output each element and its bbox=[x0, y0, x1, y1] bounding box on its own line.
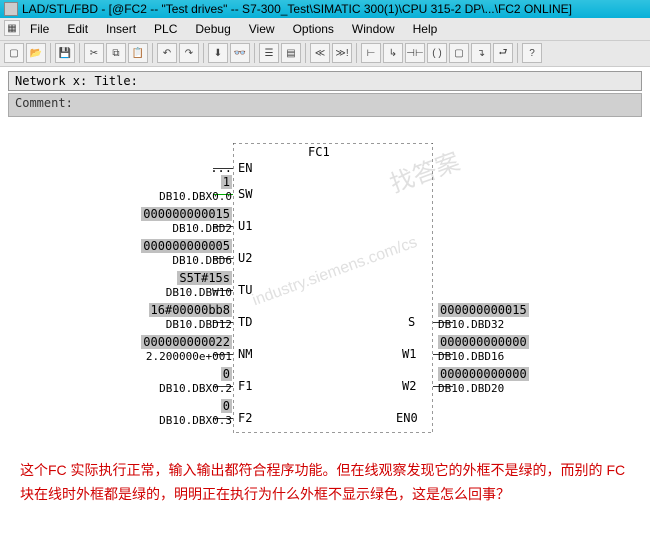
port-f2: F2 bbox=[238, 411, 252, 425]
port-td: TD bbox=[238, 315, 252, 329]
separator bbox=[50, 43, 51, 63]
separator bbox=[203, 43, 204, 63]
open-icon[interactable]: 📂 bbox=[26, 43, 46, 63]
rung2-icon[interactable]: ↳ bbox=[383, 43, 403, 63]
menu-edit[interactable]: Edit bbox=[59, 20, 96, 38]
goto2-icon[interactable]: ≫! bbox=[332, 43, 352, 63]
toolbar: ▢ 📂 💾 ✂ ⧉ 📋 ↶ ↷ ⬇ 👓 ☰ ▤ ≪ ≫! ⊢ ↳ ⊣⊢ ( ) … bbox=[0, 41, 650, 67]
port-u2: U2 bbox=[238, 251, 252, 265]
rung1-icon[interactable]: ⊢ bbox=[361, 43, 381, 63]
menu-plc[interactable]: PLC bbox=[146, 20, 185, 38]
menu-insert[interactable]: Insert bbox=[98, 20, 144, 38]
app-icon bbox=[4, 2, 18, 16]
operand-nm: 0000000000222.200000e+001 bbox=[32, 335, 232, 363]
redo-icon[interactable]: ↷ bbox=[179, 43, 199, 63]
port-nm: NM bbox=[238, 347, 252, 361]
operand-u2: 000000000005DB10.DBD6 bbox=[32, 239, 232, 267]
goto-icon[interactable]: ≪ bbox=[310, 43, 330, 63]
operand-w2: 000000000000DB10.DBD20 bbox=[438, 367, 638, 395]
port-s: S bbox=[408, 315, 415, 329]
contact-icon[interactable]: ⊣⊢ bbox=[405, 43, 425, 63]
save-icon[interactable]: 💾 bbox=[55, 43, 75, 63]
coil-icon[interactable]: ( ) bbox=[427, 43, 447, 63]
branch-icon[interactable]: ↴ bbox=[471, 43, 491, 63]
port-f1: F1 bbox=[238, 379, 252, 393]
port-w1: W1 bbox=[402, 347, 416, 361]
menu-debug[interactable]: Debug bbox=[187, 20, 238, 38]
catalog-icon[interactable]: ☰ bbox=[259, 43, 279, 63]
connect-icon[interactable]: ⮐ bbox=[493, 43, 513, 63]
operand-w1: 000000000000DB10.DBD16 bbox=[438, 335, 638, 363]
menu-help[interactable]: Help bbox=[405, 20, 446, 38]
detail-icon[interactable]: ▤ bbox=[281, 43, 301, 63]
copy-icon[interactable]: ⧉ bbox=[106, 43, 126, 63]
separator bbox=[79, 43, 80, 63]
port-w2: W2 bbox=[402, 379, 416, 393]
menu-view[interactable]: View bbox=[241, 20, 283, 38]
download-icon[interactable]: ⬇ bbox=[208, 43, 228, 63]
block-name: FC1 bbox=[308, 145, 330, 159]
menu-options[interactable]: Options bbox=[285, 20, 342, 38]
separator bbox=[254, 43, 255, 63]
separator bbox=[305, 43, 306, 63]
paste-icon[interactable]: 📋 bbox=[128, 43, 148, 63]
menu-bar: ▦ File Edit Insert PLC Debug View Option… bbox=[0, 18, 650, 41]
separator bbox=[152, 43, 153, 63]
port-sw: SW bbox=[238, 187, 252, 201]
port-en0: EN0 bbox=[396, 411, 418, 425]
port-en: EN bbox=[238, 161, 252, 175]
lad-canvas: 找答案 industry.siemens.com/cs FC1 EN SW U1… bbox=[8, 123, 642, 453]
operand-en: ... bbox=[32, 161, 232, 175]
help-icon[interactable]: ? bbox=[522, 43, 542, 63]
cut-icon[interactable]: ✂ bbox=[84, 43, 104, 63]
monitor-icon[interactable]: 👓 bbox=[230, 43, 250, 63]
network-header: Network x: Title: bbox=[8, 71, 642, 91]
comment-box[interactable]: Comment: bbox=[8, 93, 642, 117]
menu-file[interactable]: File bbox=[22, 20, 57, 38]
annotation-text: 这个FC 实际执行正常，输入输出都符合程序功能。但在线观察发现它的外框不是绿的，… bbox=[0, 453, 650, 517]
operand-tu: S5T#15sDB10.DBW10 bbox=[32, 271, 232, 299]
operand-td: 16#00000bb8DB10.DBD12 bbox=[32, 303, 232, 331]
separator bbox=[356, 43, 357, 63]
window-title: LAD/STL/FBD - [@FC2 -- "Test drives" -- … bbox=[22, 2, 572, 16]
new-icon[interactable]: ▢ bbox=[4, 43, 24, 63]
port-u1: U1 bbox=[238, 219, 252, 233]
title-bar: LAD/STL/FBD - [@FC2 -- "Test drives" -- … bbox=[0, 0, 650, 18]
box-icon[interactable]: ▢ bbox=[449, 43, 469, 63]
operand-s: 000000000015DB10.DBD32 bbox=[438, 303, 638, 331]
operand-sw: 1DB10.DBX0.0 bbox=[32, 175, 232, 203]
separator bbox=[517, 43, 518, 63]
undo-icon[interactable]: ↶ bbox=[157, 43, 177, 63]
port-tu: TU bbox=[238, 283, 252, 297]
app-menu-icon[interactable]: ▦ bbox=[4, 20, 20, 36]
operand-f2: 0DB10.DBX0.3 bbox=[32, 399, 232, 427]
operand-u1: 000000000015DB10.DBD2 bbox=[32, 207, 232, 235]
operand-f1: 0DB10.DBX0.2 bbox=[32, 367, 232, 395]
menu-window[interactable]: Window bbox=[344, 20, 403, 38]
